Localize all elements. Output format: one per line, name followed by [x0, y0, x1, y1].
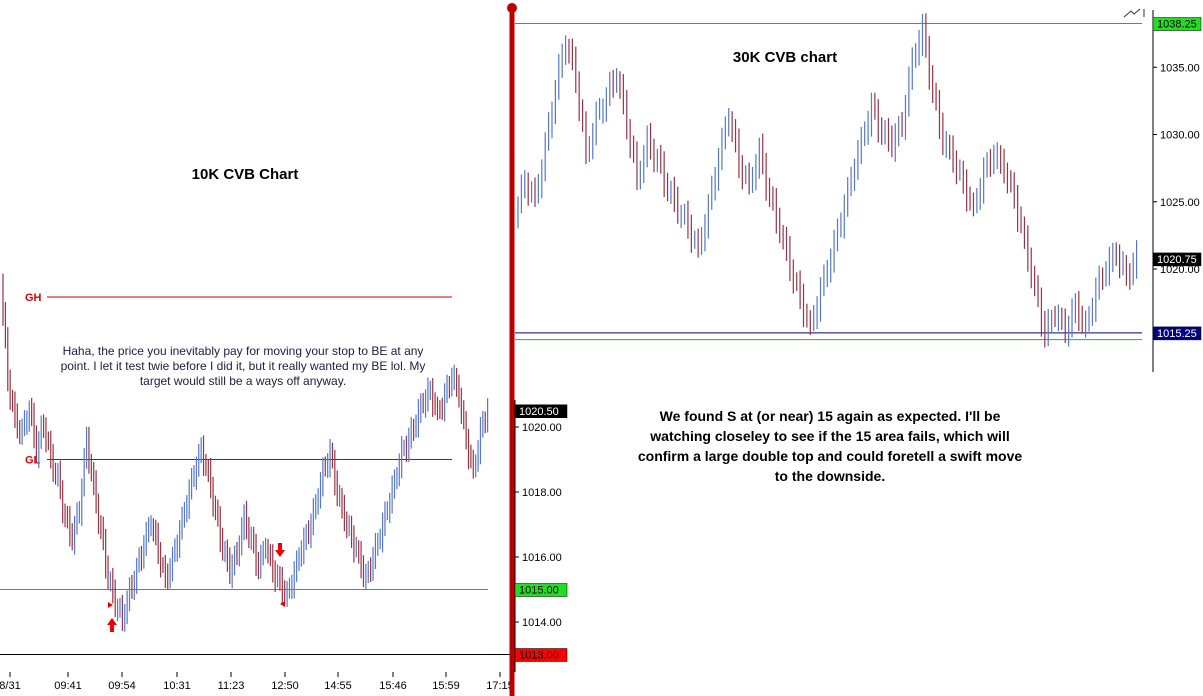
- left-y-tick-label: 1020.00: [522, 422, 562, 434]
- left-time-axis: 8/31 09:41 09:54 10:31 11:23 12:50 14:55 15:46 1…: [0, 672, 514, 692]
- right-price-bars: [517, 13, 1138, 348]
- left-price-tag-label: 1013.00: [519, 650, 559, 662]
- left-x-tick-label: 11:23: [218, 680, 245, 692]
- left-price-tag: [514, 583, 568, 597]
- right-price-tag-label: 1038.25: [1157, 19, 1197, 31]
- left-x-tick-label: 8/31: [0, 680, 21, 692]
- entry-arrow-up-icon: [107, 618, 117, 632]
- exit-arrow-down-icon: [275, 543, 285, 557]
- chart-divider-knob: [507, 3, 517, 13]
- right-chart-title: 30K CVB chart: [732, 49, 838, 66]
- right-price-tag-label: 1020.75: [1157, 254, 1197, 266]
- left-chart-title: 10K CVB Chart: [191, 166, 299, 183]
- left-x-tick-label: 12:50: [271, 680, 299, 692]
- right-price-tag: [1152, 326, 1202, 341]
- left-x-tick-label: 17:15: [486, 680, 514, 692]
- left-x-tick-label: 15:59: [432, 680, 460, 692]
- left-x-tick-label: 14:55: [324, 680, 352, 692]
- left-y-tick-label: 1014.00: [522, 617, 562, 629]
- exit-triangle-icon: [280, 601, 285, 607]
- left-y-tick-label: 1016.00: [522, 552, 562, 564]
- left-x-tick-label: 09:41: [54, 680, 82, 692]
- left-price-axis: 1020.00 1018.00 1016.00 1014.00 1020.50 1015.…: [514, 400, 568, 672]
- right-price-tag-label: 1015.25: [1157, 328, 1197, 340]
- entry-triangle-icon: [108, 602, 113, 608]
- left-price-tag-label: 1015.00: [519, 585, 559, 597]
- left-x-tick-label: 15:46: [379, 680, 407, 692]
- right-y-tick-label: 1035.00: [1160, 62, 1200, 74]
- right-price-tag: [1152, 252, 1202, 267]
- left-price-tag-label: 1020.50: [519, 406, 559, 418]
- right-price-axis: 1035.00 1030.00 1025.00 1020.00 1038.25 1020.…: [1152, 10, 1202, 372]
- left-x-tick-label: 09:54: [108, 680, 136, 692]
- left-annotation-note: Haha, the price you inevitably pay for m…: [60, 344, 426, 388]
- level-label-gh: GH: [25, 292, 42, 304]
- right-y-tick-label: 1020.00: [1160, 264, 1200, 276]
- left-y-tick-label: 1018.00: [522, 487, 562, 499]
- right-level-lines: [515, 23, 1142, 341]
- left-trade-markers: [107, 543, 285, 632]
- right-annotation-note: We found S at (or near) 15 again as expe…: [637, 408, 1023, 484]
- chart-corner-icon: [1123, 8, 1145, 18]
- right-y-tick-label: 1025.00: [1160, 197, 1200, 209]
- left-price-bars: [2, 273, 489, 632]
- left-x-tick-label: 10:31: [163, 680, 191, 692]
- right-y-tick-label: 1030.00: [1160, 130, 1200, 142]
- left-price-tag: [514, 648, 568, 662]
- left-price-tag: [514, 404, 568, 418]
- right-price-tag: [1152, 17, 1202, 31]
